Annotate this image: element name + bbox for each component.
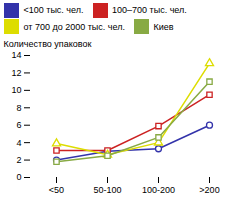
svg-text:>200: >200	[199, 185, 219, 195]
html-text:100–700 тыс. чел.: 100–700 тыс. чел.	[112, 5, 187, 16]
svg-text:4: 4	[16, 138, 21, 148]
svg-text:10: 10	[11, 85, 21, 95]
svg-text:6: 6	[16, 120, 21, 130]
html-text:Киев: Киев	[153, 21, 174, 32]
svg-text:2: 2	[16, 155, 21, 165]
svg-text:<50: <50	[49, 185, 64, 195]
svg-text:50-100: 50-100	[93, 185, 121, 195]
svg-text:14: 14	[11, 50, 21, 60]
svg-text:Количество упаковок: Количество упаковок	[4, 39, 92, 49]
html-text:от 700 до 2000 тыс. чел.: от 700 до 2000 тыс. чел.	[23, 21, 125, 32]
html-text:<100 тыс. чел.: <100 тыс. чел.	[23, 5, 84, 16]
svg-text:0: 0	[16, 172, 21, 182]
svg-text:12: 12	[11, 68, 21, 78]
svg-text:8: 8	[16, 103, 21, 113]
svg-text:100-200: 100-200	[142, 185, 175, 195]
